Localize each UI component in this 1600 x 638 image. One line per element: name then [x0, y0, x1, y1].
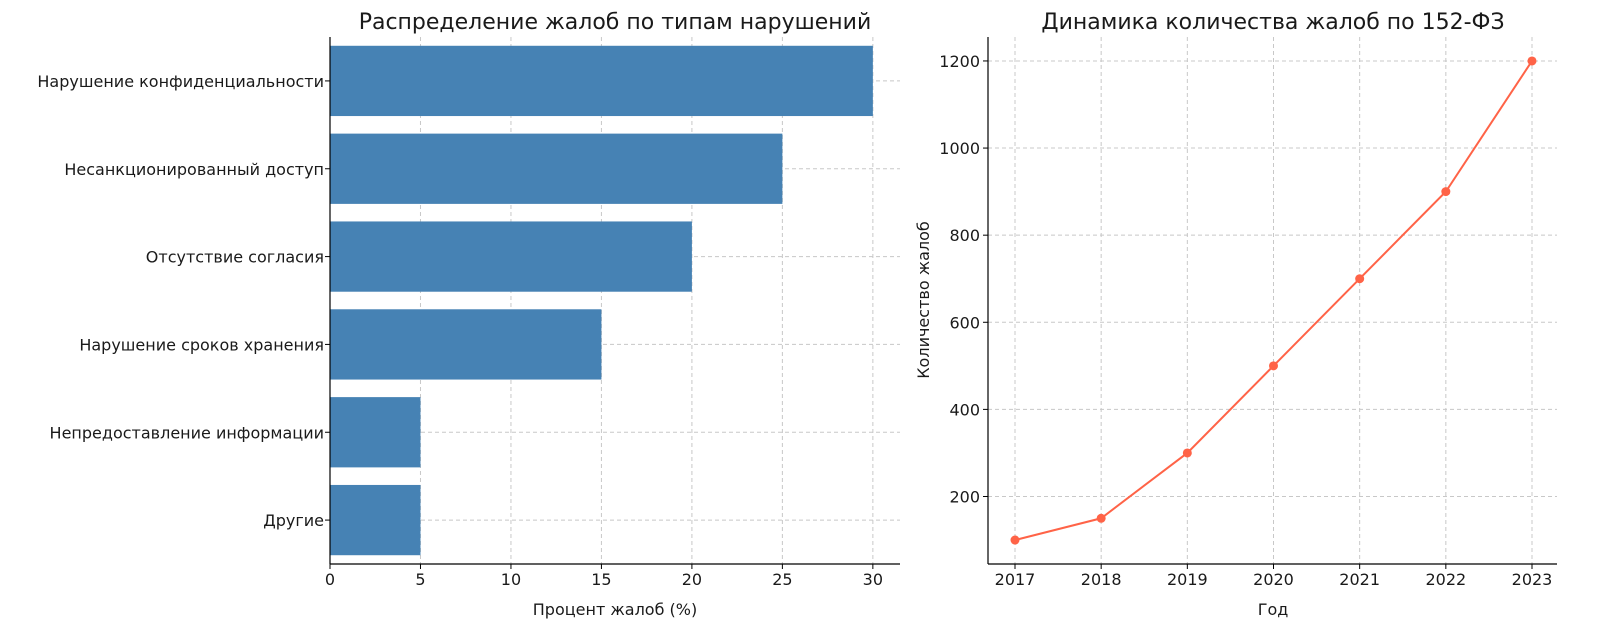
bar-chart: Распределение жалоб по типам нарушений 0…: [37, 10, 900, 619]
line-chart: Динамика количества жалоб по 152-ФЗ 2017…: [914, 10, 1557, 619]
bar-x-tick-label: 25: [772, 570, 792, 589]
line-y-tick-label: 800: [949, 226, 980, 245]
line-y-tick-label: 1200: [939, 52, 980, 71]
bar-category-label: Непредоставление информации: [50, 423, 324, 442]
bar: [330, 309, 602, 380]
bar-category-label: Отсутствие согласия: [146, 248, 324, 267]
line-chart-ylabel: Количество жалоб: [914, 221, 933, 379]
series-point: [1527, 56, 1537, 66]
line-chart-ticks: 2017 2018 2019 2020 2021 2022 2023 200 400 600 800…: [939, 52, 1552, 589]
series-line: [1014, 60, 1533, 542]
line-chart-grid: [988, 37, 1557, 564]
bar-chart-bars: [330, 45, 873, 556]
series-point: [1441, 187, 1451, 197]
bar-x-tick-label: 5: [415, 570, 425, 589]
line-x-tick-label: 2017: [995, 570, 1036, 589]
bar: [330, 484, 421, 556]
series-point: [1182, 448, 1192, 458]
bar-chart-axes: [329, 37, 900, 565]
line-x-tick-label: 2022: [1425, 570, 1466, 589]
bar-category-label: Нарушение сроков хранения: [79, 335, 324, 354]
bar-x-tick-label: 20: [682, 570, 702, 589]
line-chart-title: Динамика количества жалоб по 152-ФЗ: [1041, 10, 1504, 35]
bar: [330, 397, 421, 468]
series-point: [1010, 535, 1020, 545]
line-y-tick-label: 1000: [939, 139, 980, 158]
line-x-tick-label: 2023: [1512, 570, 1553, 589]
bar-chart-title: Распределение жалоб по типам нарушений: [359, 10, 872, 35]
bar-chart-ticks: 0 5 10 15 20 25 30 Нарушение конфиденциальности…: [37, 72, 883, 589]
line-chart-series: [1010, 56, 1537, 545]
bar-x-tick-label: 15: [591, 570, 611, 589]
bar-x-tick-label: 30: [863, 570, 883, 589]
line-y-tick-label: 600: [949, 313, 980, 332]
bar: [330, 45, 873, 117]
bar-category-label: Несанкционированный доступ: [64, 160, 324, 179]
line-chart-axes: [987, 37, 1557, 565]
bar: [330, 221, 692, 292]
bar-category-label: Другие: [263, 511, 324, 530]
bar-category-label: Нарушение конфиденциальности: [37, 72, 324, 91]
series-point: [1355, 274, 1365, 284]
bar-x-tick-label: 10: [501, 570, 521, 589]
series-point: [1096, 513, 1106, 523]
series-point: [1269, 361, 1278, 371]
line-x-tick-label: 2018: [1081, 570, 1122, 589]
bar-x-tick-label: 0: [325, 570, 335, 589]
line-y-tick-label: 400: [949, 400, 980, 419]
line-y-tick-label: 200: [949, 487, 980, 506]
line-chart-xlabel: Год: [1258, 600, 1289, 619]
bar: [330, 133, 783, 204]
bar-chart-xlabel: Процент жалоб (%): [533, 600, 697, 619]
line-x-tick-label: 2020: [1253, 570, 1294, 589]
line-x-tick-label: 2021: [1339, 570, 1380, 589]
line-x-tick-label: 2019: [1167, 570, 1208, 589]
